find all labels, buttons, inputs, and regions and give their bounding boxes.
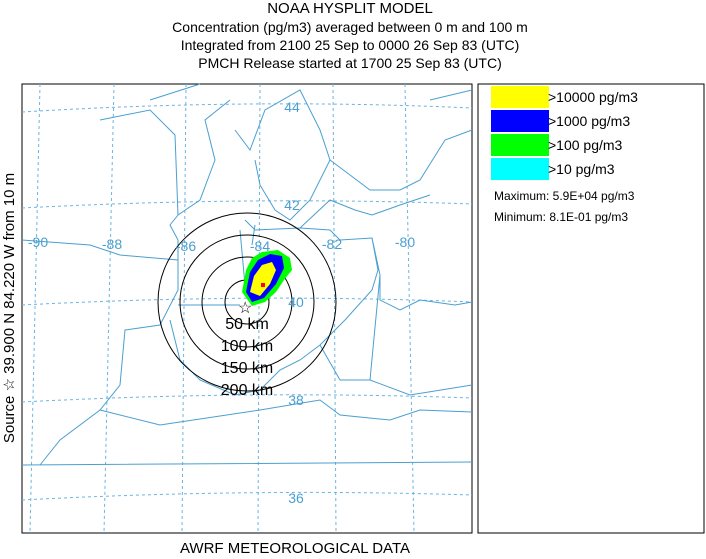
legend-label: >10 pg/m3 — [548, 161, 615, 177]
range-ring — [201, 256, 293, 348]
legend-label: >100 pg/m3 — [548, 137, 623, 153]
longitude-label: -88 — [102, 236, 122, 252]
longitude-label: -82 — [322, 236, 342, 252]
range-ring — [157, 212, 337, 392]
ring-label: 100 km — [221, 338, 273, 355]
range-rings: 50 km 100 km 150 km 200 km — [157, 212, 337, 399]
legend-swatch — [491, 158, 549, 180]
legend-label: >10000 pg/m3 — [548, 89, 638, 105]
subtitle: Concentration (pg/m3) averaged between 0… — [172, 19, 528, 35]
ring-label: 200 km — [221, 382, 273, 399]
minimum: Minimum: 8.1E-01 pg/m3 — [494, 210, 628, 224]
range-ring — [179, 234, 315, 370]
source-label: Source ☆ 39.900 N 84.220 W from 10 m — [1, 173, 18, 443]
plume-contour — [250, 262, 276, 296]
maximum: Maximum: 5.9E+04 pg/m3 — [494, 189, 635, 203]
latitude-label: 38 — [288, 392, 304, 408]
ring-label: 50 km — [225, 316, 269, 333]
legend-label: >1000 pg/m3 — [548, 113, 630, 129]
footer: AWRF METEOROLOGICAL DATA — [180, 540, 410, 554]
legend-swatch — [491, 134, 549, 156]
plume — [242, 250, 292, 306]
legend-frame — [477, 83, 705, 534]
peak-cell — [261, 283, 265, 287]
legend-swatch — [491, 86, 549, 108]
subtitle: Integrated from 2100 25 Sep to 0000 26 S… — [181, 37, 520, 53]
map-frame — [21, 83, 473, 534]
subtitle: PMCH Release started at 1700 25 Sep 83 (… — [198, 55, 501, 71]
latitude-label: 44 — [284, 99, 300, 115]
source-marker: ☆ — [238, 300, 252, 317]
latitude-label: 42 — [284, 197, 300, 213]
legend-swatch — [491, 110, 549, 132]
map-features — [21, 83, 473, 534]
longitude-label: -80 — [395, 234, 415, 250]
ring-label: 150 km — [221, 360, 273, 377]
title: NOAA HYSPLIT MODEL — [267, 0, 433, 17]
longitude-label: -84 — [250, 238, 270, 254]
longitude-label: -90 — [28, 234, 48, 250]
latitude-label: 40 — [288, 294, 304, 310]
longitude-label: -86 — [176, 238, 196, 254]
latitude-label: 36 — [288, 490, 304, 506]
